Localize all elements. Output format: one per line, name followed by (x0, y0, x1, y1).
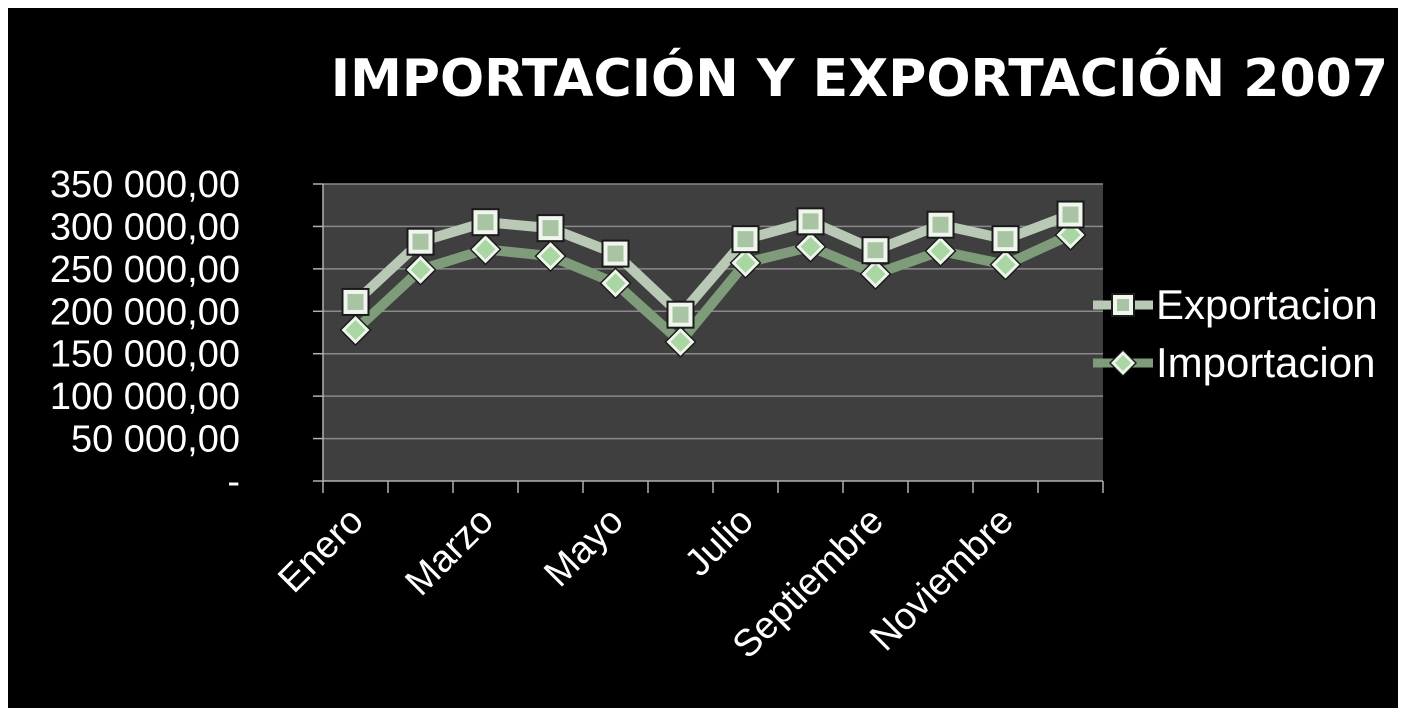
data-point-square (347, 293, 364, 310)
y-tick-label: 300 000,00 (50, 206, 240, 248)
data-point-exportacion (601, 239, 630, 268)
data-point-importacion (729, 246, 762, 279)
legend-label: Importacion (1156, 339, 1375, 386)
data-point-importacion (339, 313, 372, 346)
legend-label: Exportacion (1156, 281, 1378, 328)
data-point-diamond (995, 254, 1016, 275)
legend-item-exportacion: Exportacion (1093, 281, 1378, 328)
data-point-diamond (670, 331, 691, 352)
x-tick-label: Mayo (536, 500, 631, 595)
data-point-importacion (664, 325, 697, 358)
data-point-square (1062, 206, 1079, 223)
data-point-exportacion (991, 225, 1020, 254)
plot-area (323, 184, 1103, 481)
data-point-exportacion (1056, 200, 1085, 229)
chart-panel: IMPORTACIÓN Y EXPORTACIÓN 2007 -50 000,0… (8, 8, 1398, 708)
data-point-importacion (534, 240, 567, 273)
data-point-importacion (794, 230, 827, 263)
data-point-diamond (865, 263, 886, 284)
data-point-importacion (989, 248, 1022, 281)
data-point-square (672, 306, 689, 323)
legend-item-importacion: Importacion (1093, 339, 1375, 386)
data-point-importacion (469, 233, 502, 266)
data-point-square (412, 233, 429, 250)
data-point-exportacion (926, 210, 955, 239)
data-point-diamond (735, 252, 756, 273)
data-point-diamond (1115, 355, 1131, 371)
data-point-square (867, 242, 884, 259)
data-point-exportacion (341, 287, 370, 316)
data-point-square (477, 214, 494, 231)
data-point-exportacion (406, 227, 435, 256)
y-tick-label: 100 000,00 (50, 376, 240, 418)
data-point-exportacion (471, 208, 500, 237)
data-point-square (802, 213, 819, 230)
series-lines (339, 200, 1087, 358)
data-point-importacion (859, 257, 892, 290)
data-point-diamond (345, 319, 366, 340)
data-point-diamond (475, 239, 496, 260)
data-point-square (542, 220, 559, 237)
data-point-importacion (924, 235, 957, 268)
data-point-square (607, 245, 624, 262)
data-point-importacion (404, 253, 437, 286)
x-tick-label: Julio (677, 500, 762, 585)
x-tick-label: Enero (270, 500, 371, 601)
data-point-diamond (410, 259, 431, 280)
data-point-exportacion (861, 236, 890, 265)
data-point-square (997, 231, 1014, 248)
data-point-exportacion (796, 207, 825, 236)
data-point-diamond (1060, 224, 1081, 245)
y-tick-label: 50 000,00 (71, 419, 240, 461)
data-point-exportacion (731, 225, 760, 254)
data-point-diamond (605, 273, 626, 294)
data-point-square (1117, 299, 1129, 311)
y-tick-label: 200 000,00 (50, 291, 240, 333)
data-point-square (737, 231, 754, 248)
legend: Exportacion Importacion (1093, 281, 1378, 386)
y-tick-label: - (227, 461, 240, 503)
y-tick-label: 150 000,00 (50, 334, 240, 376)
gridlines (323, 183, 1103, 440)
data-point-diamond (930, 241, 951, 262)
data-point-diamond (800, 236, 821, 257)
line-chart: IMPORTACIÓN Y EXPORTACIÓN 2007 -50 000,0… (50, 47, 1388, 667)
data-point-importacion (599, 267, 632, 300)
x-tick-label: Noviembre (862, 500, 1022, 660)
chart-title: IMPORTACIÓN Y EXPORTACIÓN 2007 (331, 47, 1388, 109)
y-tick-label: 250 000,00 (50, 249, 240, 291)
data-point-exportacion (536, 214, 565, 243)
y-tick-label: 350 000,00 (50, 164, 240, 206)
x-tick-label: Marzo (398, 500, 502, 604)
axes (313, 183, 1104, 493)
data-point-square (932, 216, 949, 233)
data-point-diamond (540, 246, 561, 267)
data-point-exportacion (666, 300, 695, 329)
